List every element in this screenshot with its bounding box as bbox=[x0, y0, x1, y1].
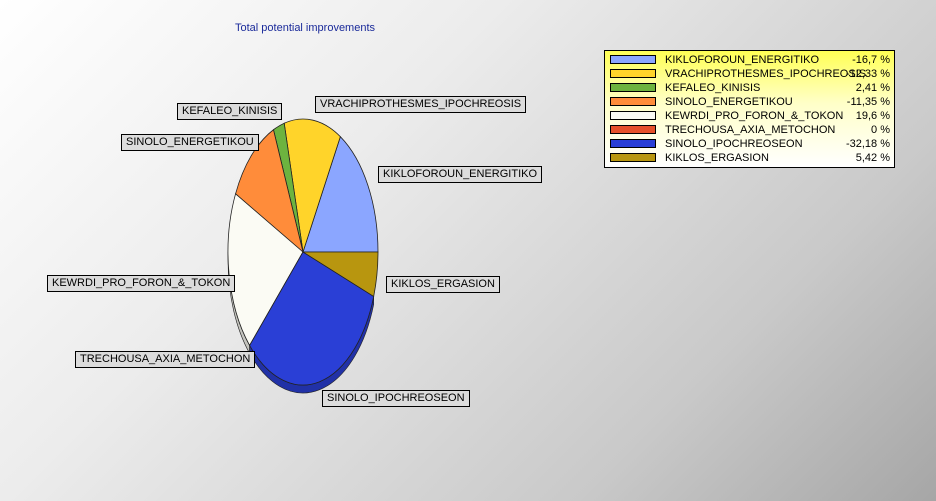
legend-label: SINOLO_IPOCHREOSEON bbox=[665, 138, 803, 150]
legend-entry: KEFALEO_KINISIS 2,41 % bbox=[605, 81, 894, 95]
legend-swatch bbox=[610, 83, 656, 92]
legend-swatch bbox=[610, 153, 656, 162]
legend-label: VRACHIPROTHESMES_IPOCHREOSIS bbox=[665, 68, 867, 80]
slice-label: KEWRDI_PRO_FORON_&_TOKON bbox=[47, 275, 236, 292]
legend-swatch bbox=[610, 55, 656, 64]
legend: KIKLOFOROUN_ENERGITIKO -16,7 % VRACHIPROTH… bbox=[604, 50, 895, 168]
legend-entry: TRECHOUSA_AXIA_METOCHON 0 % bbox=[605, 123, 894, 137]
slice-label: SINOLO_ENERGETIKOU bbox=[121, 134, 259, 151]
legend-value: -11,35 % bbox=[846, 96, 890, 108]
pie-slice bbox=[249, 251, 375, 386]
legend-entry: VRACHIPROTHESMES_IPOCHREOSIS -12,33 % bbox=[605, 67, 894, 81]
legend-entry: SINOLO_ENERGETIKOU -11,35 % bbox=[605, 95, 894, 109]
legend-value: -16,7 % bbox=[852, 54, 890, 66]
legend-entry: KIKLOFOROUN_ENERGITIKO -16,7 % bbox=[605, 53, 894, 67]
slice-label: TRECHOUSA_AXIA_METOCHON bbox=[75, 351, 256, 368]
slice-label: KIKLOS_ERGASION bbox=[386, 276, 500, 293]
pie-slice bbox=[301, 251, 379, 298]
legend-swatch bbox=[610, 139, 656, 148]
legend-label: KIKLOFOROUN_ENERGITIKO bbox=[665, 54, 820, 66]
legend-entry: SINOLO_IPOCHREOSEON -32,18 % bbox=[605, 137, 894, 151]
slice-label: VRACHIPROTHESMES_IPOCHREOSIS bbox=[315, 96, 527, 113]
legend-label: KEFALEO_KINISIS bbox=[665, 82, 761, 94]
legend-value: 5,42 % bbox=[855, 152, 890, 164]
pie-slice bbox=[302, 135, 379, 253]
legend-swatch bbox=[610, 125, 656, 134]
legend-entry: KEWRDI_PRO_FORON_&_TOKON 19,6 % bbox=[605, 109, 894, 123]
legend-label: KEWRDI_PRO_FORON_&_TOKON bbox=[665, 110, 844, 122]
legend-label: KIKLOS_ERGASION bbox=[665, 152, 769, 164]
chart-title: Total potential improvements bbox=[235, 22, 376, 34]
slice-label: SINOLO_IPOCHREOSEON bbox=[322, 390, 470, 407]
legend-swatch bbox=[610, 69, 656, 78]
legend-swatch bbox=[610, 97, 656, 106]
legend-value: -12,33 % bbox=[845, 68, 890, 80]
slice-label: KEFALEO_KINISIS bbox=[177, 103, 283, 120]
legend-label: SINOLO_ENERGETIKOU bbox=[665, 96, 793, 108]
legend-value: -32,18 % bbox=[845, 138, 890, 150]
pie-slice bbox=[227, 193, 304, 347]
slice-label: KIKLOFOROUN_ENERGITIKO bbox=[378, 166, 543, 183]
legend-entry: KIKLOS_ERGASION 5,42 % bbox=[605, 151, 894, 165]
pie-slice bbox=[235, 129, 304, 254]
legend-swatch bbox=[610, 111, 656, 120]
legend-value: 0 % bbox=[871, 124, 890, 136]
legend-label: TRECHOUSA_AXIA_METOCHON bbox=[665, 124, 836, 136]
legend-value: 19,6 % bbox=[855, 110, 890, 122]
legend-value: 2,41 % bbox=[855, 82, 890, 94]
